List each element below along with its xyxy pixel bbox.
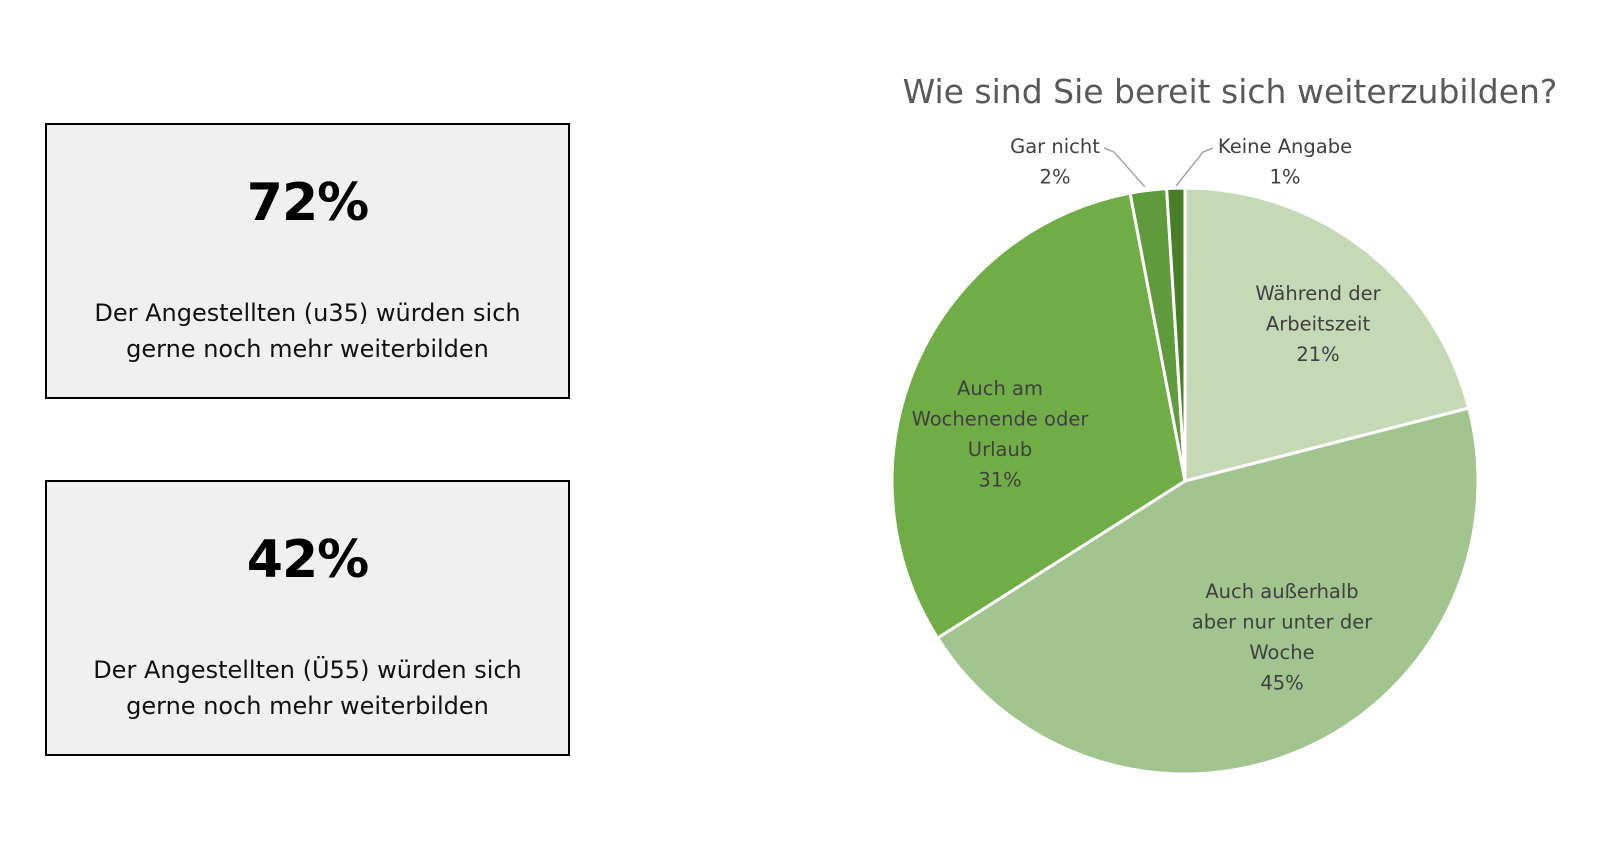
- slice-category-label: Auch außerhalb: [1205, 580, 1358, 603]
- slice-category-label: Urlaub: [968, 438, 1032, 461]
- stat-description-line: gerne noch mehr weiterbilden: [126, 335, 489, 363]
- slice-category-label: aber nur unter der: [1192, 611, 1373, 634]
- leader-line: [1103, 147, 1146, 188]
- pie-slice: [936, 406, 1480, 776]
- stat-description: Der Angestellten (Ü55) würden sich gerne…: [77, 652, 538, 724]
- slice-category-label: Während der: [1255, 282, 1381, 305]
- pie-slice: [1183, 186, 1471, 483]
- slice-category-label: Arbeitszeit: [1266, 313, 1371, 336]
- pie-slice: [1165, 186, 1187, 483]
- slice-value-label: 2%: [1040, 166, 1071, 189]
- stat-description-line: Der Angestellten (u35) würden sich: [94, 299, 521, 327]
- leader-line: [1175, 147, 1214, 187]
- chart-title: Wie sind Sie bereit sich weiterzubilden?: [902, 72, 1558, 111]
- stat-box-u55: 42% Der Angestellten (Ü55) würden sich g…: [45, 480, 570, 756]
- pie-chart-area: Wie sind Sie bereit sich weiterzubilden?…: [880, 60, 1580, 820]
- slice-value-label: 21%: [1296, 343, 1339, 366]
- pie-slice: [890, 191, 1187, 640]
- slice-value-label: 45%: [1260, 672, 1303, 695]
- stat-description-line: gerne noch mehr weiterbilden: [126, 692, 489, 720]
- stat-value: 72%: [246, 173, 369, 233]
- pie-chart: Während der Arbeitszeit 21% Auch außerhalb a…: [890, 135, 1480, 776]
- slice-category-label: Auch am: [957, 377, 1043, 400]
- slice-value-label: 31%: [978, 469, 1021, 492]
- slice-category-label: Gar nicht: [1010, 135, 1100, 158]
- stat-description: Der Angestellten (u35) würden sich gerne…: [77, 295, 538, 367]
- slice-category-label: Woche: [1249, 641, 1314, 664]
- slice-value-label: 1%: [1270, 166, 1301, 189]
- stat-value: 42%: [246, 530, 369, 590]
- stat-description-line: Der Angestellten (Ü55) würden sich: [93, 656, 522, 684]
- slice-category-label: Keine Angabe: [1218, 135, 1352, 158]
- slice-category-label: Wochenende oder: [912, 408, 1090, 431]
- stat-box-u35: 72% Der Angestellten (u35) würden sich g…: [45, 123, 570, 399]
